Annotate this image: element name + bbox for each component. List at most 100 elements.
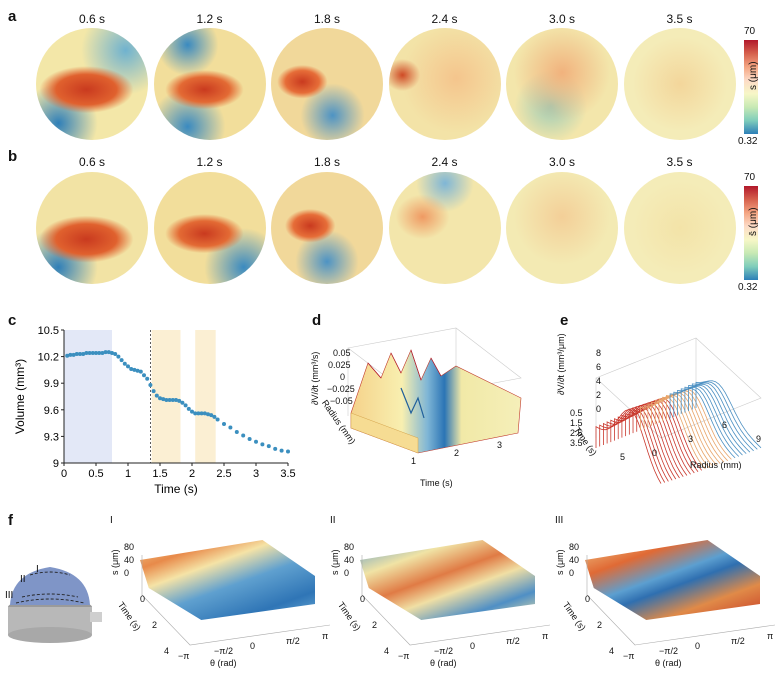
panel-f-axis-lines (586, 555, 776, 646)
data-point (78, 351, 82, 356)
panel-a-heatmap-disc (506, 28, 618, 140)
panel-a-time-label: 3.5 s (666, 12, 693, 26)
panel-e-profile-line (665, 389, 732, 460)
data-point (71, 352, 76, 357)
panel-a-time-label: 3.0 s (548, 12, 575, 26)
panel-f-xtick: −π/2 (659, 646, 678, 656)
data-point (148, 382, 153, 387)
panel-f-xtick: π/2 (506, 636, 520, 646)
layer-label-I: I (36, 564, 39, 575)
data-point (90, 351, 95, 356)
x-tick-label: 2 (189, 468, 195, 480)
panel-e-xtick: 3 (688, 434, 694, 444)
data-point (87, 351, 92, 356)
panel-a-colorbar (744, 40, 758, 134)
y-tick-label: 10.5 (38, 325, 59, 337)
drop-schematic (8, 567, 102, 643)
panel-e-surface (595, 337, 762, 484)
panel-e-ytick: 3.5 (570, 438, 583, 448)
panel-b-time-label: 0.6 s (78, 155, 105, 169)
data-point (84, 351, 89, 356)
y-tick-label: 9.3 (44, 431, 59, 443)
panel-a-heatmap-disc (623, 28, 736, 140)
data-point (65, 353, 70, 358)
data-point (138, 369, 143, 374)
x-tick-label: 0.5 (88, 468, 103, 480)
panel-e-profile-line (599, 408, 666, 483)
panel-f-ytick: 0 (360, 594, 366, 604)
data-point (161, 397, 166, 402)
panel-f-zlabel: s (μm) (330, 549, 340, 575)
y-tick-label: 9 (53, 458, 59, 470)
panel-e-xtick: 9 (756, 434, 762, 444)
panel-e-profile-line (658, 391, 725, 463)
panel-f-zlabel: s (μm) (555, 549, 565, 575)
panel-e-ytick: 1.5 (570, 418, 583, 428)
panel-e-profile-line (684, 383, 751, 453)
data-point (266, 444, 271, 449)
data-point (234, 429, 239, 434)
panel-f-xtick: −π (178, 651, 190, 661)
panel-b-colorbar-min: 0.32 (738, 282, 758, 293)
panel-d-surface (347, 327, 522, 454)
panel-a-colorbar-label: s (μm) (748, 61, 759, 90)
data-point (247, 437, 252, 442)
panel-a-colorbar-max: 70 (744, 26, 756, 37)
panel-f-xtick: π/2 (731, 636, 745, 646)
panel-d-ztick: 0 (340, 372, 346, 382)
data-point (228, 425, 233, 430)
panel-f-xtick: π/2 (286, 636, 300, 646)
panel-d-zlabel: ∂V/∂t (mm³/s) (310, 351, 320, 405)
data-point (202, 411, 207, 416)
panel-e-letter: e (560, 312, 569, 329)
shaded-region (64, 330, 112, 463)
panel-d-xlabel: Time (s) (420, 478, 453, 488)
panel-e-zlabel: ∂V/∂t (mm³/μm) (556, 333, 566, 395)
data-point (199, 411, 204, 416)
panel-f-ytick: 2 (597, 620, 603, 630)
panel-f-xlabel: θ (rad) (430, 658, 457, 668)
data-point (97, 351, 102, 356)
data-point (126, 364, 130, 369)
panel-f-letter: f (8, 512, 13, 529)
panel-f-xtick: π (322, 631, 329, 641)
panel-a-heatmap-disc (388, 28, 501, 140)
x-tick-label: 1 (125, 468, 131, 480)
data-point (279, 448, 284, 453)
panel-f-ztick: 80 (124, 542, 135, 552)
y-tick-label: 10.2 (38, 352, 59, 364)
data-point (212, 414, 217, 419)
x-tick-label: 1.5 (152, 468, 167, 480)
panel-b-time-label: 1.8 s (313, 155, 340, 169)
panel-f-ztick: 40 (569, 555, 580, 565)
panel-f-ztick: 80 (569, 542, 580, 552)
panel-f-xtick: 0 (470, 641, 476, 651)
panel-e-profile-line (695, 380, 762, 449)
panel-c-letter: c (8, 312, 17, 329)
panel-d-xtick: 3 (497, 440, 503, 450)
panel-b-heatmap-disc (388, 172, 501, 284)
panel-e-profile-line (632, 398, 699, 472)
panel-b-time-label: 3.0 s (548, 155, 575, 169)
data-point (94, 351, 98, 356)
panel-f-ztick: 40 (124, 555, 135, 565)
panel-f-ytick: 4 (609, 646, 615, 656)
panel-f-ztick: 0 (124, 568, 130, 578)
panel-f-axis-lines (361, 555, 551, 646)
panel-e-profile-line (610, 404, 677, 480)
data-point (241, 433, 246, 438)
x-axis-label: Time (s) (154, 482, 198, 496)
panel-a-time-label: 1.2 s (196, 12, 223, 26)
data-point (100, 351, 105, 356)
panel-a-colorbar-min: 0.32 (738, 136, 758, 147)
panel-b-heatmap-disc (623, 172, 736, 284)
data-point (164, 398, 169, 403)
panel-a-heatmap-disc (153, 28, 266, 140)
panel-e-profile-line (662, 390, 728, 462)
data-point (180, 400, 185, 405)
panel-f-ztick: 80 (344, 542, 355, 552)
panel-e-profile-line (639, 396, 706, 470)
data-point (132, 367, 137, 372)
data-point (177, 398, 182, 403)
panel-e-profile-line (688, 382, 754, 452)
